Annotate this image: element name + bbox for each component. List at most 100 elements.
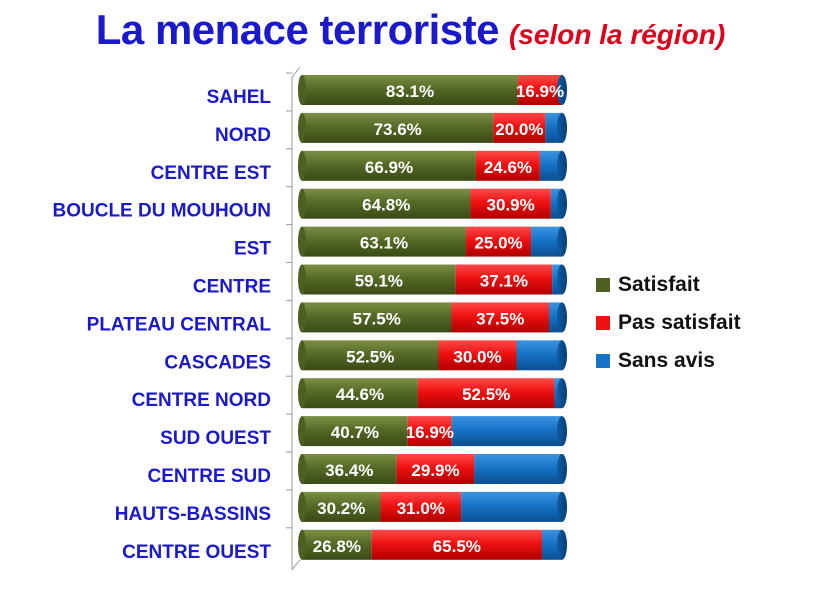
legend-label-satisfait: Satisfait bbox=[618, 273, 700, 296]
data-label-satisfait-sahel: 83.1% bbox=[386, 82, 434, 101]
data-label-pas-satisfait-sud-ouest: 16.9% bbox=[406, 423, 454, 442]
bar-pas-satisfait-est bbox=[466, 226, 532, 257]
bar-start-cap bbox=[298, 226, 306, 257]
data-label-satisfait-boucle-du-mouhoun: 64.8% bbox=[362, 196, 410, 215]
chart-legend: Satisfait Pas satisfait Sans avis bbox=[596, 266, 741, 380]
bar-pas-satisfait-boucle-du-mouhoun bbox=[470, 188, 551, 219]
legend-swatch-satisfait bbox=[596, 278, 610, 292]
bar-end-cap bbox=[557, 340, 567, 371]
bar-end-cap bbox=[557, 529, 567, 560]
data-label-satisfait-nord: 73.6% bbox=[374, 120, 422, 139]
bar-sans-avis-centre-ouest bbox=[541, 529, 562, 560]
data-label-pas-satisfait-centre-nord: 52.5% bbox=[462, 385, 510, 404]
data-label-satisfait-hauts-bassins: 30.2% bbox=[317, 499, 365, 518]
chart-subtitle: (selon la région) bbox=[508, 19, 726, 50]
category-label-centre-est: CENTRE EST bbox=[151, 163, 272, 184]
data-label-satisfait-centre-nord: 44.6% bbox=[336, 385, 384, 404]
bar-pas-satisfait-centre-est bbox=[475, 150, 540, 181]
bar-sans-avis-cascades bbox=[516, 340, 562, 371]
data-label-pas-satisfait-plateau-central: 37.5% bbox=[476, 309, 524, 328]
category-label-hauts-bassins: HAUTS-BASSINS bbox=[115, 504, 271, 525]
legend-item-sans-avis: Sans avis bbox=[596, 342, 741, 380]
category-label-centre-ouest: CENTRE OUEST bbox=[122, 542, 271, 563]
bar-end-cap bbox=[557, 75, 567, 105]
category-label-cascades: CASCADES bbox=[164, 352, 271, 373]
category-label-nord: NORD bbox=[215, 125, 271, 146]
bar-satisfait-centre-ouest bbox=[302, 529, 372, 560]
bar-sans-avis-est bbox=[531, 226, 562, 257]
data-label-pas-satisfait-centre-est: 24.6% bbox=[484, 158, 532, 177]
bar-start-cap bbox=[298, 529, 306, 560]
bar-end-cap bbox=[557, 302, 567, 333]
bar-satisfait-centre-nord bbox=[302, 378, 418, 409]
bar-pas-satisfait-sud-ouest bbox=[407, 416, 452, 447]
category-label-centre-nord: CENTRE NORD bbox=[132, 390, 271, 411]
bar-start-cap bbox=[298, 340, 306, 371]
bar-sans-avis-sud-ouest bbox=[451, 416, 562, 447]
data-label-pas-satisfait-hauts-bassins: 31.0% bbox=[397, 499, 445, 518]
bar-start-cap bbox=[298, 188, 306, 219]
category-label-centre-sud: CENTRE SUD bbox=[147, 466, 271, 487]
bar-pas-satisfait-sahel bbox=[518, 75, 562, 105]
data-label-satisfait-plateau-central: 57.5% bbox=[353, 309, 401, 328]
legend-item-pas-satisfait: Pas satisfait bbox=[596, 304, 741, 342]
bar-end-cap bbox=[557, 491, 567, 522]
bar-pas-satisfait-nord bbox=[493, 112, 546, 143]
bar-end-cap bbox=[557, 150, 567, 181]
bar-sans-avis-centre-est bbox=[539, 150, 562, 181]
bar-end-cap bbox=[557, 454, 567, 484]
bar-pas-satisfait-centre bbox=[455, 264, 553, 295]
bar-pas-satisfait-plateau-central bbox=[451, 302, 549, 333]
bar-satisfait-boucle-du-mouhoun bbox=[302, 188, 471, 219]
legend-label-pas-satisfait: Pas satisfait bbox=[618, 311, 741, 334]
data-label-pas-satisfait-boucle-du-mouhoun: 30.9% bbox=[487, 196, 535, 215]
data-label-satisfait-centre-sud: 36.4% bbox=[325, 461, 373, 480]
data-label-pas-satisfait-nord: 20.0% bbox=[495, 120, 543, 139]
category-label-boucle-du-mouhoun: BOUCLE DU MOUHOUN bbox=[53, 201, 272, 222]
bar-satisfait-nord bbox=[302, 112, 494, 143]
bar-start-cap bbox=[298, 150, 306, 181]
bar-sans-avis-hauts-bassins bbox=[461, 491, 562, 522]
bar-end-cap bbox=[557, 226, 567, 257]
category-label-est: EST bbox=[234, 239, 271, 260]
bar-end-cap bbox=[557, 416, 567, 447]
data-label-satisfait-est: 63.1% bbox=[360, 234, 408, 253]
category-label-plateau-central: PLATEAU CENTRAL bbox=[87, 314, 272, 335]
bar-pas-satisfait-hauts-bassins bbox=[380, 491, 462, 522]
bar-end-cap bbox=[557, 378, 567, 409]
axis-base-line bbox=[291, 559, 301, 571]
chart-title-main: La menace terroriste bbox=[95, 6, 500, 53]
legend-label-sans-avis: Sans avis bbox=[618, 349, 715, 372]
bar-start-cap bbox=[298, 112, 306, 143]
bar-sans-avis-centre-sud bbox=[474, 454, 562, 484]
bar-satisfait-plateau-central bbox=[302, 302, 452, 333]
category-label-sahel: SAHEL bbox=[207, 87, 272, 108]
bar-satisfait-sud-ouest bbox=[302, 416, 408, 447]
bar-pas-satisfait-centre-sud bbox=[396, 454, 475, 484]
data-label-satisfait-centre-est: 66.9% bbox=[365, 158, 413, 177]
data-label-pas-satisfait-centre-ouest: 65.5% bbox=[433, 537, 481, 556]
bar-start-cap bbox=[298, 264, 306, 295]
bar-start-cap bbox=[298, 75, 306, 105]
bar-satisfait-centre bbox=[302, 264, 456, 295]
data-label-pas-satisfait-cascades: 30.0% bbox=[453, 347, 501, 366]
bar-end-cap bbox=[557, 264, 567, 295]
data-label-pas-satisfait-sahel: 16.9% bbox=[516, 82, 564, 101]
data-label-pas-satisfait-centre: 37.1% bbox=[480, 272, 528, 291]
data-label-satisfait-centre: 59.1% bbox=[355, 272, 403, 291]
category-label-centre: CENTRE bbox=[193, 277, 271, 298]
y-axis-line bbox=[291, 66, 301, 570]
data-label-satisfait-cascades: 52.5% bbox=[346, 347, 394, 366]
bar-start-cap bbox=[298, 491, 306, 522]
legend-item-satisfait: Satisfait bbox=[596, 266, 741, 304]
chart-title: La menace terroriste (selon la région) bbox=[0, 6, 821, 54]
bar-satisfait-sahel bbox=[302, 75, 519, 105]
data-label-satisfait-centre-ouest: 26.8% bbox=[313, 537, 361, 556]
bar-end-cap bbox=[557, 112, 567, 143]
bar-satisfait-centre-est bbox=[302, 150, 476, 181]
bar-start-cap bbox=[298, 454, 306, 484]
bar-pas-satisfait-centre-nord bbox=[417, 378, 555, 409]
bar-start-cap bbox=[298, 378, 306, 409]
data-label-pas-satisfait-centre-sud: 29.9% bbox=[411, 461, 459, 480]
bar-start-cap bbox=[298, 416, 306, 447]
